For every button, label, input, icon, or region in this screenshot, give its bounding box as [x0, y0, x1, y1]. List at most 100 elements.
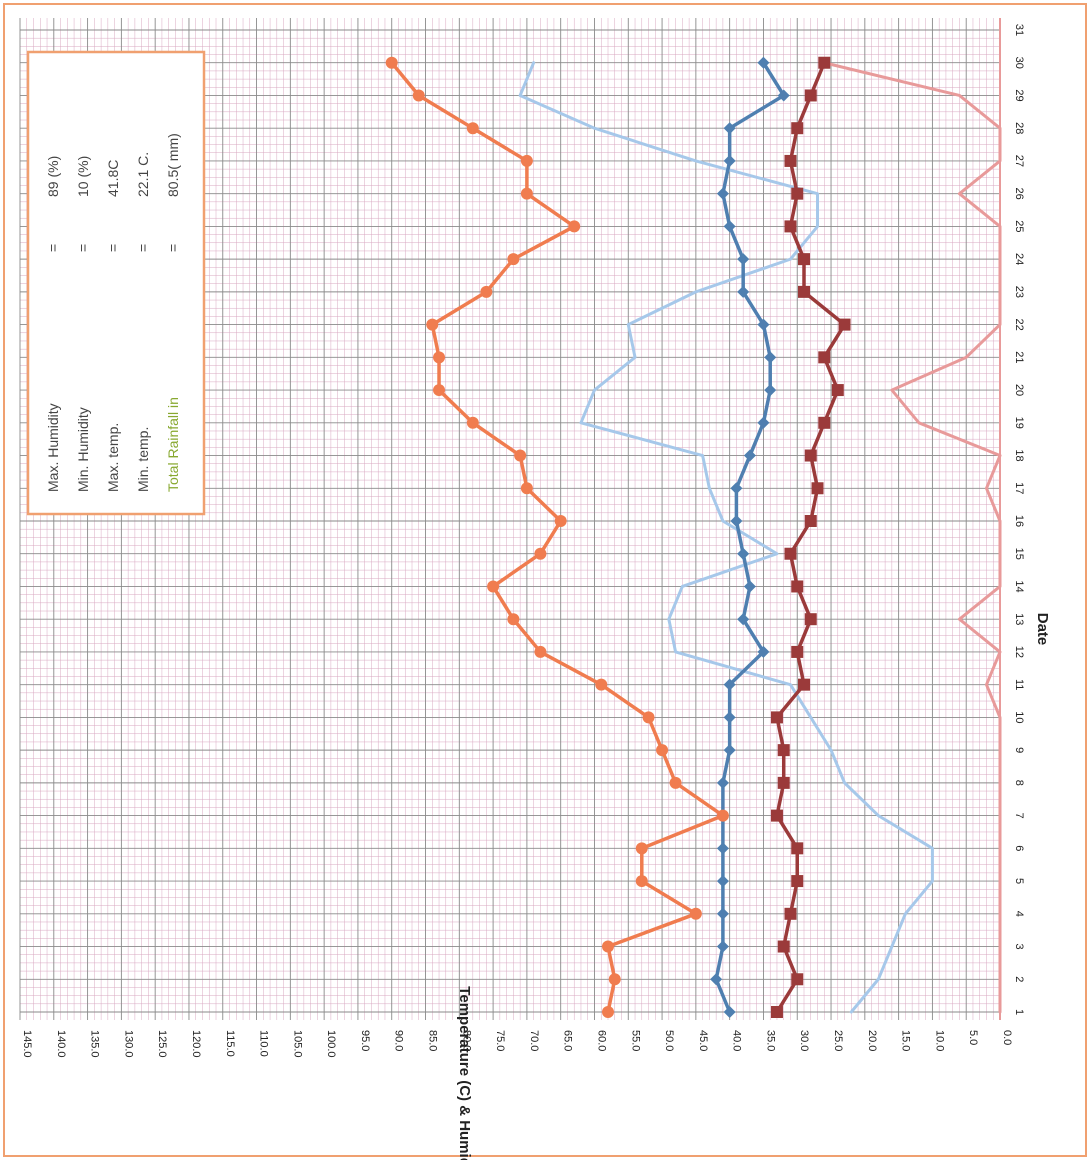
point-humidity_max: [608, 973, 621, 986]
point-temp_min: [730, 515, 743, 527]
legend-value: 22.1 C.: [135, 152, 151, 197]
legend-label: Min. Humidity: [75, 407, 91, 492]
point-temp_min: [764, 384, 777, 397]
point-humidity_max: [656, 744, 669, 757]
x-tick-label: 9: [1013, 747, 1025, 753]
point-humidity_max: [595, 678, 608, 691]
legend-value: 89 (%): [45, 156, 61, 197]
point-temp_max: [831, 384, 844, 397]
point-temp_min: [737, 253, 750, 266]
y-tick-label: 20.0: [866, 1030, 878, 1051]
point-temp_max: [777, 776, 790, 789]
point-temp_min: [716, 842, 729, 855]
point-temp_max: [791, 973, 804, 986]
legend-box: [26, 50, 206, 516]
legend-label: Total Rainfall in: [165, 397, 181, 492]
point-temp_max: [770, 711, 783, 724]
point-humidity_max: [466, 122, 479, 135]
y-tick-label: 100.0: [325, 1030, 337, 1058]
legend-label: Max. temp.: [105, 423, 121, 492]
point-humidity_max: [520, 154, 533, 167]
y-tick-label: 85.0: [427, 1030, 439, 1051]
grid-lines: [19, 18, 1001, 1020]
point-humidity_max: [426, 318, 439, 331]
y-tick-label: 25.0: [832, 1030, 844, 1051]
y-tick-label: 55.0: [629, 1030, 641, 1051]
y-tick-label: 10.0: [933, 1030, 945, 1051]
point-temp_max: [784, 220, 797, 233]
point-temp_max: [811, 482, 824, 495]
y-tick-label: 105.0: [291, 1030, 303, 1058]
point-temp_min: [737, 285, 750, 298]
point-temp_max: [791, 122, 804, 135]
point-humidity_max: [534, 547, 547, 560]
y-tick-label: 95.0: [359, 1030, 371, 1051]
point-temp_min: [737, 613, 750, 626]
x-tick-label: 30: [1013, 57, 1025, 69]
point-humidity_max: [554, 515, 567, 527]
legend-label: Max. Humidity: [45, 403, 61, 492]
point-temp_max: [838, 318, 851, 331]
x-tick-label: 19: [1013, 417, 1025, 429]
y-axis-title: Temperature (C) & Humidity%: [456, 986, 473, 1160]
point-humidity_max: [520, 187, 533, 200]
point-temp_max: [791, 187, 804, 200]
chart-frame: [3, 3, 1087, 1157]
axis-layer: Date Temperature (C) & Humidity% 0.0 5.0 1…: [21, 24, 1051, 1165]
point-humidity_max: [480, 285, 493, 298]
point-temp_min: [723, 122, 736, 135]
point-temp_min: [723, 220, 736, 233]
x-tick-label: 14: [1013, 580, 1025, 592]
y-tick-label: 145.0: [21, 1030, 33, 1058]
point-humidity_max: [689, 907, 702, 920]
x-tick-label: 10: [1013, 711, 1025, 723]
point-humidity_max: [433, 384, 446, 397]
y-tick-label: 5.0: [967, 1030, 979, 1045]
point-temp_min: [757, 416, 770, 429]
point-humidity_max: [507, 613, 520, 626]
x-tick-label: 26: [1013, 188, 1025, 200]
x-tick-label: 15: [1013, 548, 1025, 560]
x-tick-label: 17: [1013, 482, 1025, 494]
point-temp_min: [743, 449, 756, 462]
x-tick-label: 21: [1013, 351, 1025, 363]
y-tick-label: 80.0: [460, 1030, 472, 1051]
y-tick-label: 135.0: [89, 1030, 101, 1058]
y-tick-label: 30.0: [798, 1030, 810, 1051]
point-temp_max: [770, 809, 783, 822]
legend-value: 10 (%): [75, 156, 91, 197]
legend: Total Rainfall in = 80.5( mm) Min. temp. = 22…: [26, 50, 206, 516]
point-temp_min: [716, 940, 729, 953]
point-temp_max: [818, 416, 831, 429]
y-tick-label: 125.0: [156, 1030, 168, 1058]
point-humidity_max: [433, 351, 446, 364]
series-line-humidity_min: [518, 61, 934, 1014]
y-tick-label: 120.0: [190, 1030, 202, 1058]
point-humidity_max: [487, 580, 500, 593]
point-temp_min: [723, 711, 736, 724]
y-tick-label: 60.0: [595, 1030, 607, 1051]
point-temp_min: [716, 187, 729, 200]
point-temp_min: [757, 645, 770, 658]
y-tick-label: 130.0: [122, 1030, 134, 1058]
x-tick-label: 13: [1013, 613, 1025, 625]
x-tick-label: 31: [1013, 24, 1025, 36]
x-tick-label: 2: [1013, 976, 1025, 982]
point-temp_max: [791, 580, 804, 593]
legend-value: 80.5( mm): [165, 133, 181, 197]
point-temp_max: [798, 285, 810, 298]
point-temp_min: [764, 351, 777, 364]
x-tick-label: 6: [1013, 845, 1025, 851]
y-tick-label: 110.0: [258, 1030, 270, 1057]
legend-value: 41.8C: [105, 160, 121, 197]
x-tick-label: 16: [1013, 515, 1025, 527]
point-temp_max: [784, 154, 797, 167]
x-tick-label: 23: [1013, 286, 1025, 298]
point-temp_max: [791, 875, 804, 888]
legend-eq: =: [45, 244, 61, 252]
point-temp_min: [716, 776, 729, 789]
y-tick-label: 70.0: [528, 1030, 540, 1051]
point-temp_max: [818, 56, 831, 69]
series-line-rainfall: [822, 61, 1002, 1014]
y-tick-label: 75.0: [494, 1030, 506, 1051]
